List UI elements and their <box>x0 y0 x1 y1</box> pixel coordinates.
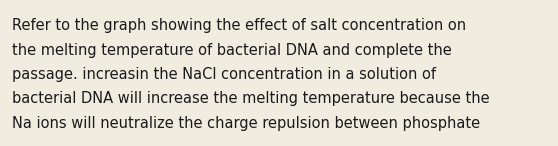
Text: passage. increasin the NaCl concentration in a solution of: passage. increasin the NaCl concentratio… <box>12 67 436 82</box>
Text: bacterial DNA will increase the melting temperature because the: bacterial DNA will increase the melting … <box>12 92 490 106</box>
Text: the melting temperature of bacterial DNA and complete the: the melting temperature of bacterial DNA… <box>12 42 452 58</box>
Text: Na ions will neutralize the charge repulsion between phosphate: Na ions will neutralize the charge repul… <box>12 116 480 131</box>
Text: Refer to the graph showing the effect of salt concentration on: Refer to the graph showing the effect of… <box>12 18 466 33</box>
